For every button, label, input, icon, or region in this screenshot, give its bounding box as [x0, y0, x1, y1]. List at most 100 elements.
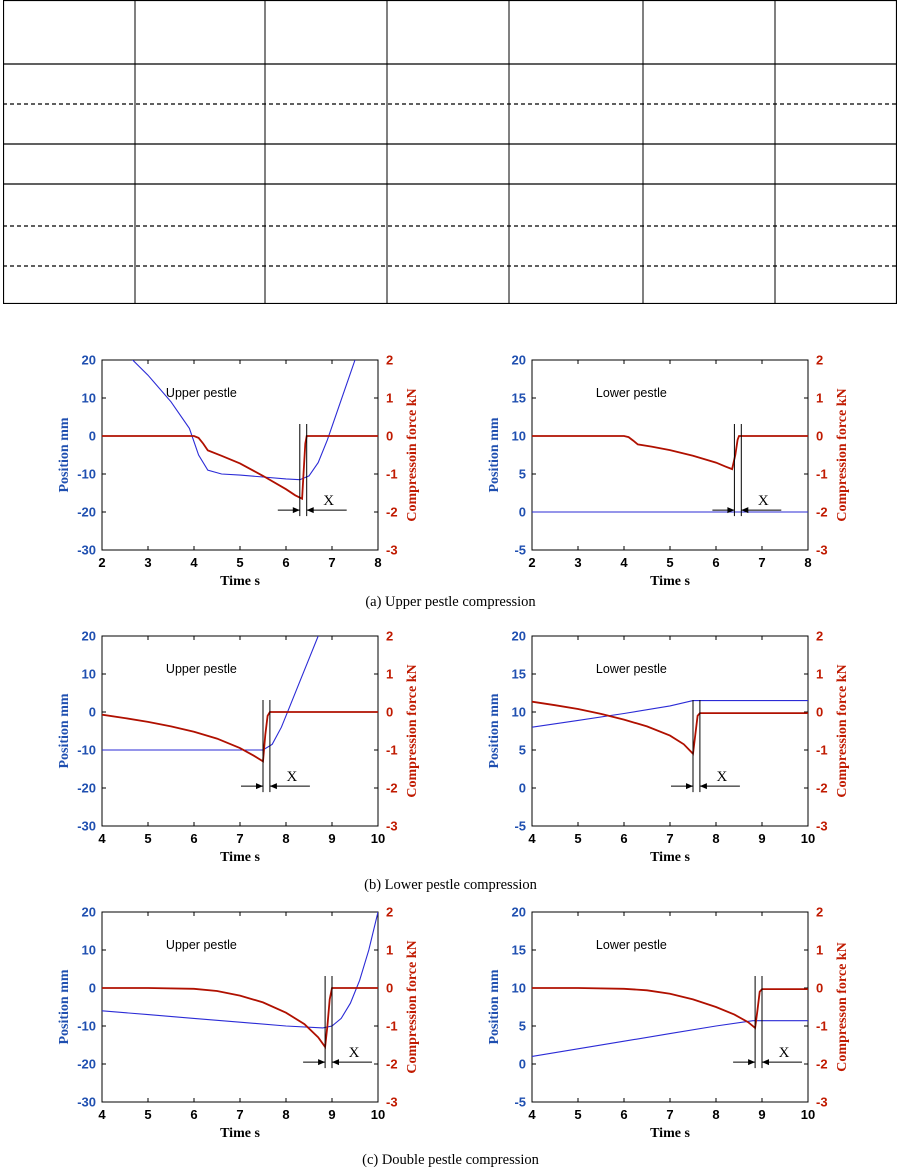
caption-b: (b) Lower pestle compression [364, 877, 537, 893]
x-tick-label: 3 [144, 555, 151, 570]
y-axis-title: Position mm [57, 969, 72, 1044]
force-series-line [532, 700, 808, 756]
y2-tick-label: 1 [816, 391, 823, 406]
arrow-head-right [269, 783, 277, 790]
panel-label: Upper pestle [166, 938, 237, 952]
y2-axis-title: Compressoin force kN [405, 388, 420, 521]
y-tick-label: 0 [89, 981, 96, 996]
arrow-head-left [256, 783, 263, 790]
y-tick-label: 10 [82, 943, 96, 958]
arrow-head-left [748, 1059, 756, 1066]
series-group [102, 912, 378, 1050]
table-grid [3, 0, 897, 304]
y-tick-label: -5 [514, 1095, 526, 1110]
y-axis-title: Position mm [487, 417, 502, 492]
x-tick-label: 7 [666, 831, 673, 846]
panel-label: Upper pestle [166, 386, 237, 400]
y2-tick-label: -2 [816, 505, 828, 520]
y-tick-label: 0 [519, 781, 526, 796]
x-tick-label: 9 [758, 1107, 765, 1122]
x-axis-title: Time s [220, 1126, 260, 1141]
y-tick-label: 10 [512, 981, 526, 996]
y-tick-label: -30 [77, 1095, 96, 1110]
y2-tick-label: -2 [816, 1057, 828, 1072]
x-tick-label: 4 [528, 831, 536, 846]
y-tick-label: -20 [77, 781, 96, 796]
y-tick-label: -30 [77, 543, 96, 558]
y2-tick-label: -1 [816, 743, 828, 758]
arrow-head-left [727, 507, 735, 514]
x-axis-title: Time s [220, 850, 260, 865]
x-tick-label: 6 [620, 1107, 627, 1122]
y2-tick-label: 1 [386, 667, 393, 682]
x-tick-label: 4 [190, 555, 198, 570]
x-tick-label: 4 [98, 831, 106, 846]
y-tick-label: 10 [512, 429, 526, 444]
x-axis-title: Time s [650, 1126, 690, 1141]
y2-tick-label: 2 [816, 905, 823, 920]
x-tick-label: 8 [712, 831, 719, 846]
chart-svg: 4 5 6 7 8 9 10 -5 0 5 10 15 20 -3 -2 -1 0 1 2 Time s Positio… [487, 629, 850, 866]
x-tick-label: 8 [804, 555, 811, 570]
series-group [532, 987, 808, 1057]
y2-tick-label: -3 [816, 819, 828, 834]
plot-frame [101, 911, 379, 1103]
x-tick-label: 3 [574, 555, 581, 570]
plot-frame [531, 359, 809, 551]
y-tick-label: -5 [514, 819, 526, 834]
y2-tick-label: 1 [816, 943, 823, 958]
y2-tick-label: 1 [386, 943, 393, 958]
x-axis-title: Time s [220, 574, 260, 589]
y2-tick-label: 0 [386, 981, 393, 996]
y2-tick-label: -2 [816, 781, 828, 796]
y-tick-label: -20 [77, 1057, 96, 1072]
x-tick-label: 8 [282, 1107, 289, 1122]
x-tick-label: 4 [620, 555, 628, 570]
y2-tick-label: -2 [386, 1057, 398, 1072]
y-tick-label: -30 [77, 819, 96, 834]
y2-axis-title: Compression force kN [405, 940, 420, 1073]
y2-axis-title: Compression force kN [405, 664, 420, 797]
y2-tick-label: -3 [386, 543, 398, 558]
position-series-line [532, 1020, 808, 1057]
y-tick-label: 0 [89, 429, 96, 444]
position-series-line [102, 912, 378, 1029]
y2-tick-label: -1 [386, 467, 398, 482]
y2-tick-label: -3 [386, 1095, 398, 1110]
chart-svg: 4 5 6 7 8 9 10 -5 0 5 10 15 20 -3 -2 -1 0 1 2 Time s Positio… [487, 905, 850, 1142]
series-group [532, 700, 808, 756]
y-tick-label: 0 [519, 505, 526, 520]
chart-c-lower-pestle: 4 5 6 7 8 9 10 -5 0 5 10 15 20 -3 -2 -1 0 1 2 Time s Positio… [470, 904, 870, 1154]
y-tick-label: 15 [512, 391, 526, 406]
x-annotation-label: X [286, 769, 297, 785]
x-axis-title: Time s [650, 850, 690, 865]
series-group [102, 360, 378, 501]
plot-frame [101, 359, 379, 551]
y-tick-label: 20 [512, 629, 526, 644]
y2-tick-label: 0 [386, 429, 393, 444]
y2-tick-label: -3 [816, 543, 828, 558]
y-axis-title: Position mm [57, 417, 72, 492]
y-tick-label: 20 [512, 353, 526, 368]
x-tick-label: 6 [190, 831, 197, 846]
arrow-head-left [686, 783, 693, 790]
x-tick-label: 4 [98, 1107, 106, 1122]
arrow-head-left [292, 507, 300, 514]
x-annotation-label: X [758, 493, 769, 509]
x-tick-label: 10 [801, 1107, 815, 1122]
x-tick-label: 5 [574, 1107, 581, 1122]
arrow-head-right [332, 1059, 339, 1066]
x-annotation-label: X [716, 769, 727, 785]
y2-axis-title: Compression force kN [835, 664, 850, 797]
x-tick-label: 10 [801, 831, 815, 846]
x-tick-label: 9 [758, 831, 765, 846]
x-tick-label: 6 [190, 1107, 197, 1122]
x-tick-label: 7 [666, 1107, 673, 1122]
x-tick-label: 9 [328, 831, 335, 846]
y-axis-title: Position mm [487, 693, 502, 768]
y2-tick-label: -1 [816, 467, 828, 482]
y-tick-label: 10 [82, 391, 96, 406]
force-series-line [532, 987, 808, 1030]
